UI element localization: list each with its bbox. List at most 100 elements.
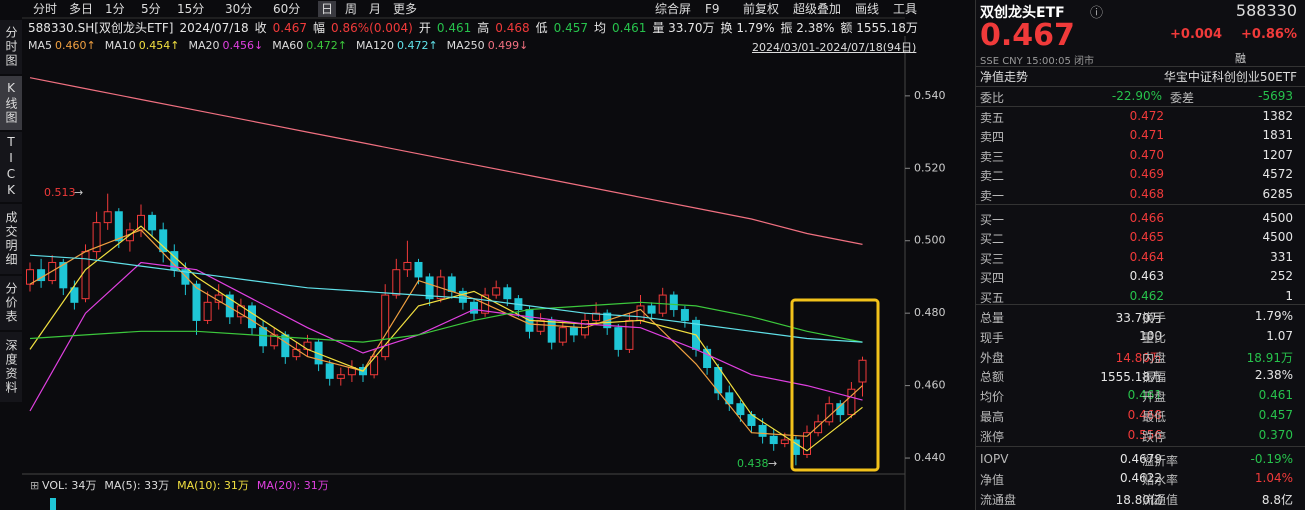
book-label: 卖二	[980, 169, 1005, 184]
ma-line	[29, 254, 863, 343]
book-price: 0.462	[1129, 288, 1164, 303]
candle-body	[847, 388, 856, 416]
book-volume: 4500	[1262, 230, 1293, 245]
candle-body	[647, 305, 656, 314]
period-tab[interactable]: 更多	[393, 2, 418, 16]
vol-legend: MA(10): 31万	[177, 479, 249, 492]
stat-value: 0.370	[1258, 427, 1293, 442]
candle-body	[103, 211, 112, 224]
period-tab[interactable]: 周	[345, 2, 358, 16]
info-item: 0.86%(0.004)	[331, 21, 413, 35]
book-price: 0.464	[1129, 249, 1164, 264]
stat-label: 涨停	[980, 429, 1005, 444]
candle-body	[70, 287, 79, 303]
book-volume: 1207	[1262, 147, 1293, 162]
y-tick-label: 0.520	[914, 161, 946, 174]
ma-legend-value: 0.456↓	[222, 39, 264, 52]
book-volume: 252	[1270, 269, 1293, 284]
candle-body	[370, 356, 379, 376]
side-tab[interactable]: 分时图	[0, 20, 22, 74]
candle-body	[492, 287, 501, 296]
ma-line	[29, 229, 863, 437]
candle-body	[281, 334, 290, 358]
stat-value: 0.468	[1127, 408, 1162, 422]
stat-label: 量比	[1142, 330, 1167, 345]
candle-body	[248, 305, 256, 329]
chart-bg	[22, 0, 960, 510]
y-tick-label: 0.460	[914, 379, 946, 392]
period-tab[interactable]: 分时	[33, 2, 58, 16]
ma-line	[29, 77, 863, 245]
stat-value: 0.461	[1258, 388, 1293, 403]
side-tab[interactable]: TICK	[0, 132, 22, 202]
period-tab[interactable]: 月	[369, 2, 382, 16]
date-range: 2024/03/01-2024/07/18(94日)	[752, 41, 917, 54]
candle-body	[503, 287, 512, 300]
period-tab[interactable]: 日	[318, 1, 337, 17]
candle-body	[425, 276, 434, 300]
stat-value: 1555.18万	[1100, 370, 1162, 385]
stat-value: 18.91万	[1246, 350, 1293, 365]
stat-value: 0.4679	[1120, 451, 1162, 466]
quote-code: 588330	[1235, 1, 1297, 20]
tool-button[interactable]: F9	[705, 2, 720, 16]
vol-bar	[50, 498, 56, 510]
period-tab[interactable]: 60分	[273, 2, 301, 16]
candle-body	[814, 421, 823, 434]
candle-body	[259, 327, 268, 347]
period-tab[interactable]: 15分	[177, 2, 205, 16]
period-tab[interactable]: 5分	[141, 2, 161, 16]
tool-button[interactable]: 工具	[893, 2, 918, 16]
candle-body	[26, 269, 34, 285]
side-tab[interactable]: 分价表	[0, 276, 22, 330]
stat-value: 18.80亿	[1115, 493, 1162, 508]
period-tab[interactable]: 30分	[225, 2, 253, 16]
vol-legend: VOL: 34万	[42, 479, 96, 492]
stat-value: 14.80万	[1115, 350, 1162, 365]
vol-toggle: ⊞	[30, 479, 39, 492]
stat-value: 0.461	[1127, 388, 1162, 403]
info-item: 0.467	[272, 21, 307, 35]
stat-value: 0.556	[1127, 427, 1162, 442]
tool-button[interactable]: 画线	[855, 2, 880, 16]
candle-body	[159, 229, 168, 253]
tool-button[interactable]: 超级叠加	[793, 2, 842, 16]
ma-legend-name: MA250	[446, 39, 485, 52]
book-volume: 331	[1270, 249, 1293, 264]
book-label: 卖三	[980, 149, 1005, 164]
candle-body	[92, 222, 101, 253]
period-tab[interactable]: 1分	[105, 2, 125, 16]
info-item: 换 1.79%	[720, 21, 775, 35]
info-item: 588330.SH[双创龙头ETF]	[28, 21, 174, 35]
nav-link[interactable]: 净值走势	[980, 70, 1029, 84]
stat-label: 总量	[980, 311, 1005, 325]
divider	[976, 106, 1305, 107]
stat-label: 外盘	[980, 350, 1005, 365]
side-tab[interactable]: 深度资料	[0, 332, 22, 402]
candle-body	[536, 319, 545, 332]
book-price: 0.468	[1129, 186, 1164, 201]
book-volume: 6285	[1262, 186, 1293, 201]
side-tab[interactable]: 成交明细	[0, 204, 22, 274]
candle-body	[592, 312, 601, 321]
tool-button[interactable]: 前复权	[743, 2, 780, 16]
book-volume: 1831	[1262, 128, 1293, 143]
stat-label: 换手	[1142, 311, 1167, 325]
tool-button[interactable]: 综合屏	[655, 2, 692, 16]
stat-value: 1.07	[1266, 328, 1293, 343]
period-tab[interactable]: 多日	[69, 2, 94, 16]
stat-label: 净值	[980, 473, 1005, 488]
candle-body	[114, 211, 123, 242]
stat-value: 0.457	[1258, 408, 1293, 422]
candle-body	[669, 294, 678, 311]
stat-value: 0.4622	[1120, 471, 1162, 486]
stat-value: 1.79%	[1254, 309, 1293, 323]
book-label: 买一	[980, 213, 1005, 227]
high-annotation: 0.513	[44, 186, 76, 199]
side-tab[interactable]: K线图	[0, 76, 22, 130]
quote-pct: +0.86%	[1241, 27, 1297, 42]
candle-body	[636, 305, 645, 321]
candle-body	[192, 283, 201, 321]
ma-legend-name: MA120	[355, 39, 394, 52]
